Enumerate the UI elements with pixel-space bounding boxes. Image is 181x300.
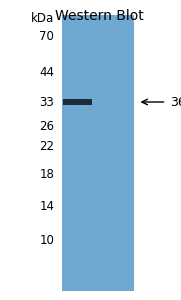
Text: 14: 14 xyxy=(39,200,54,214)
Text: 33: 33 xyxy=(40,95,54,109)
Bar xyxy=(63,99,92,105)
Text: 36kDa: 36kDa xyxy=(170,95,181,109)
Text: 26: 26 xyxy=(39,119,54,133)
Text: 10: 10 xyxy=(39,233,54,247)
Text: kDa: kDa xyxy=(31,12,54,25)
Text: 44: 44 xyxy=(39,65,54,79)
Text: Western Blot: Western Blot xyxy=(55,9,144,23)
Bar xyxy=(62,15,134,291)
Text: 18: 18 xyxy=(39,167,54,181)
Text: 22: 22 xyxy=(39,140,54,154)
Text: 70: 70 xyxy=(39,29,54,43)
